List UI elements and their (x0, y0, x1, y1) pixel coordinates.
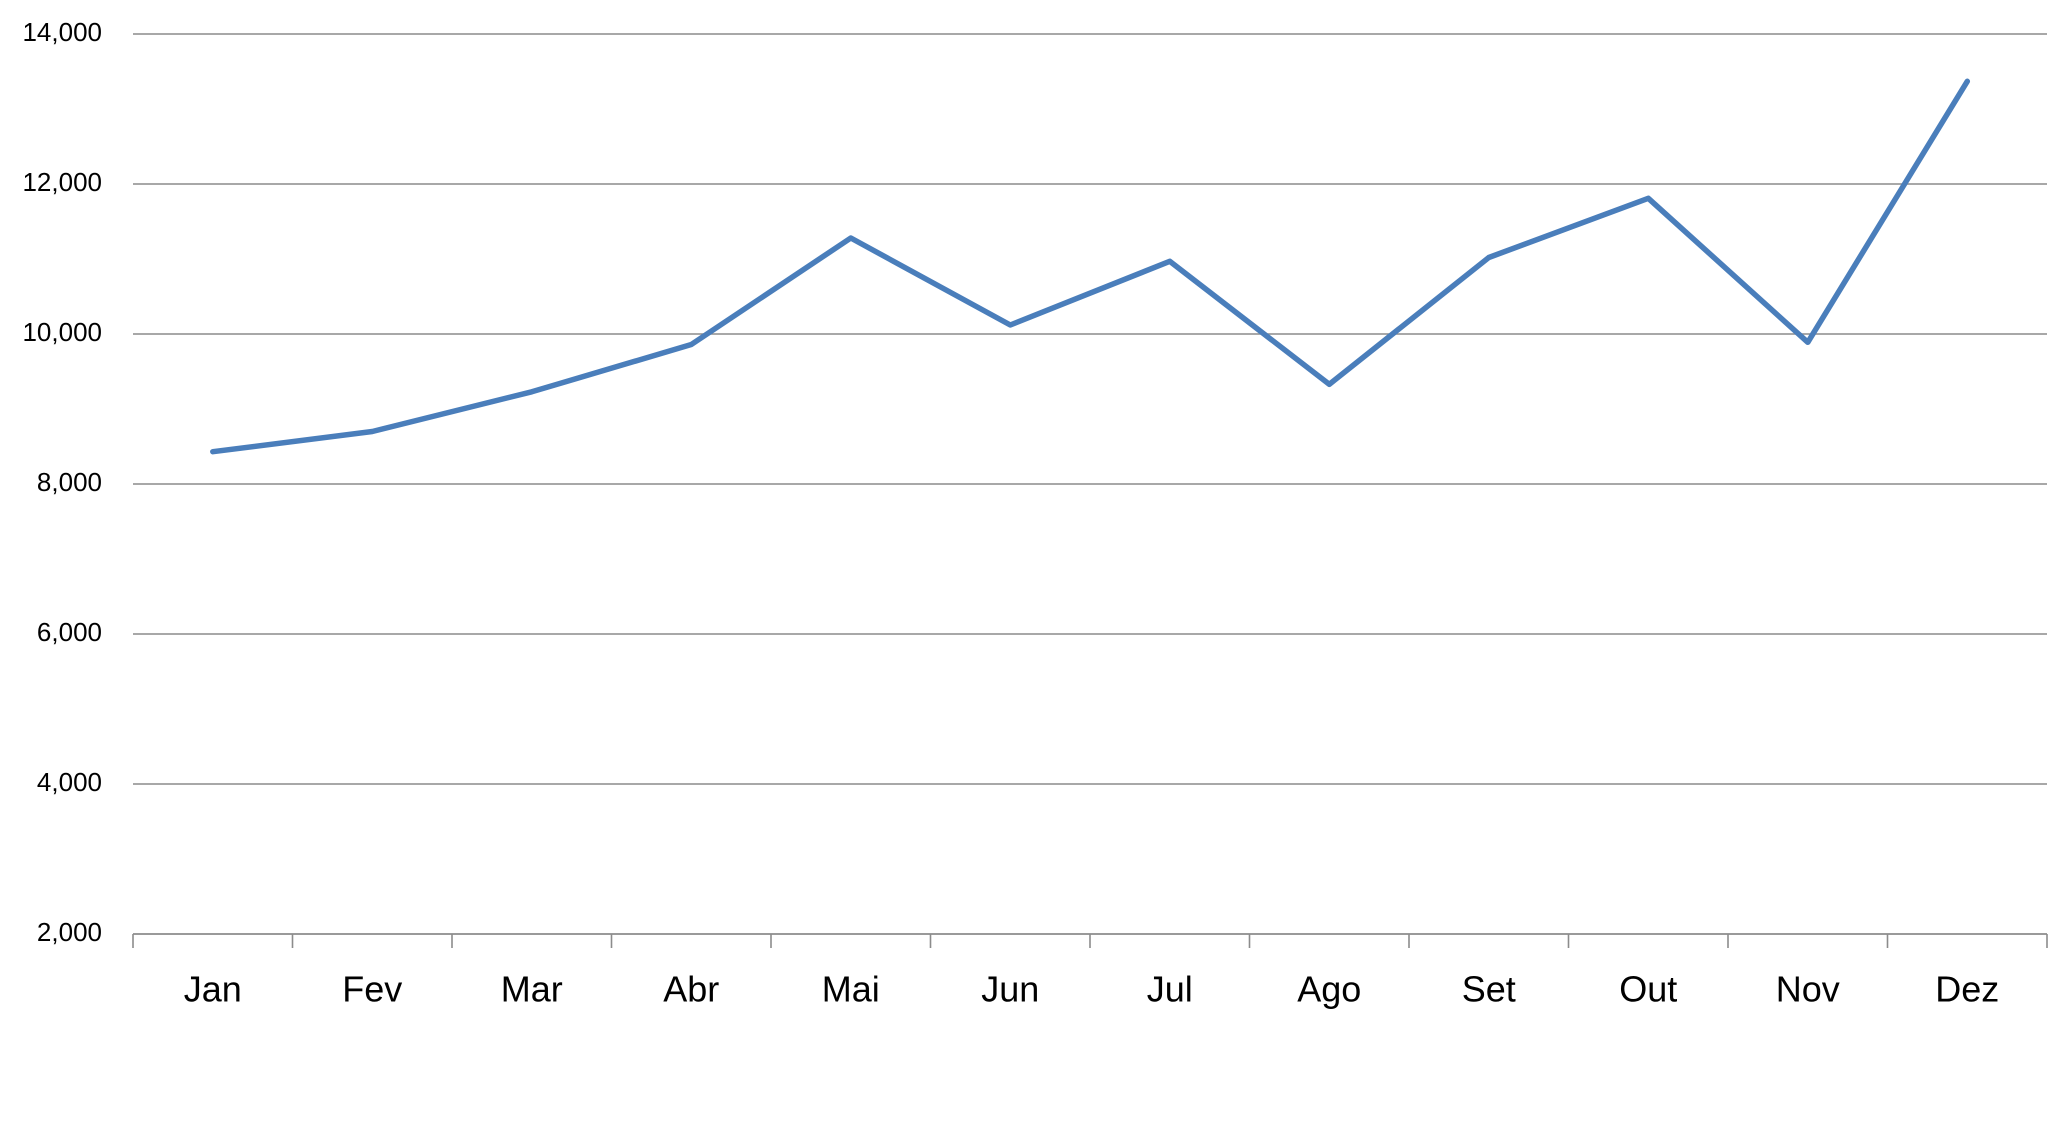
y-tick-label: 2,000 (37, 917, 102, 947)
x-tick-label: Jun (981, 969, 1039, 1010)
x-tick-label: Abr (663, 969, 719, 1010)
y-tick-label: 14,000 (22, 17, 102, 47)
x-tick-label: Dez (1935, 969, 1999, 1010)
x-tick-label: Mar (501, 969, 563, 1010)
x-tick-label: Set (1462, 969, 1516, 1010)
y-tick-label: 6,000 (37, 617, 102, 647)
x-tick-label: Ago (1297, 969, 1361, 1010)
y-tick-label: 12,000 (22, 167, 102, 197)
x-tick-label: Mai (822, 969, 880, 1010)
x-tick-label: Nov (1776, 969, 1840, 1010)
data-line (210, 78, 1971, 455)
x-tick-label: Jan (184, 969, 242, 1010)
y-tick-label: 8,000 (37, 467, 102, 497)
y-tick-label: 10,000 (22, 317, 102, 347)
x-tick-label: Jul (1147, 969, 1193, 1010)
x-tick-label: Fev (342, 969, 402, 1010)
y-tick-label: 4,000 (37, 767, 102, 797)
x-tick-label: Out (1619, 969, 1677, 1010)
